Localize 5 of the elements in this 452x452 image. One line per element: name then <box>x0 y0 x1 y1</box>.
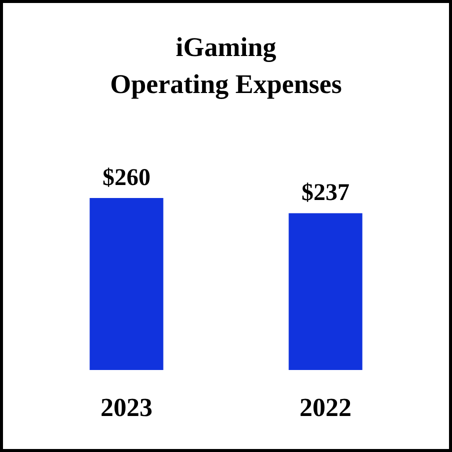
data-label: $260 <box>102 165 150 191</box>
data-label: $237 <box>302 180 350 206</box>
chart-title: iGaming Operating Expenses <box>110 32 342 99</box>
x-tick-label: 2023 <box>100 393 152 422</box>
x-tick-label: 2022 <box>300 393 352 422</box>
